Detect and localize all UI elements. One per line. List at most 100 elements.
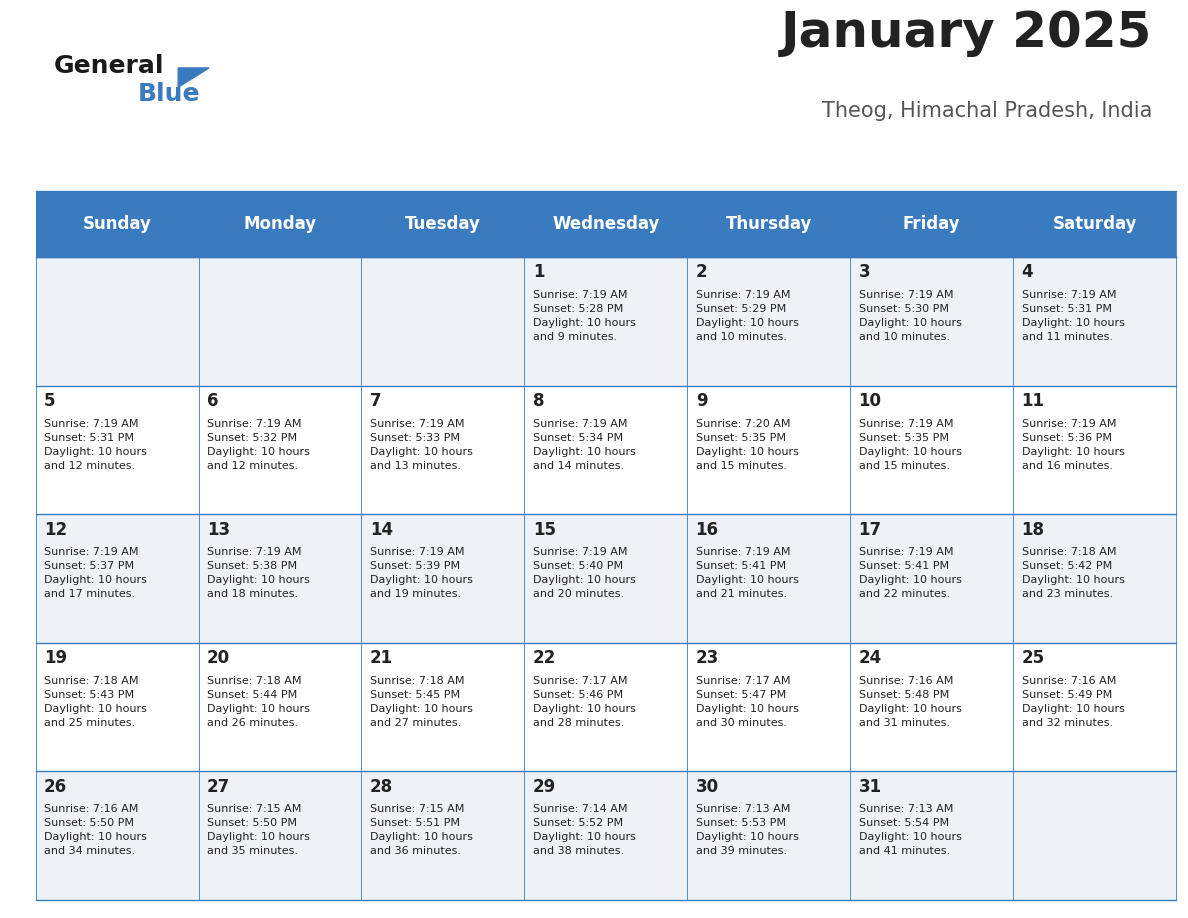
- Bar: [524, 191, 688, 257]
- Bar: [36, 514, 198, 643]
- Text: 1: 1: [532, 263, 544, 282]
- Text: Sunrise: 7:19 AM
Sunset: 5:40 PM
Daylight: 10 hours
and 20 minutes.: Sunrise: 7:19 AM Sunset: 5:40 PM Dayligh…: [532, 547, 636, 599]
- Text: Sunrise: 7:19 AM
Sunset: 5:31 PM
Daylight: 10 hours
and 11 minutes.: Sunrise: 7:19 AM Sunset: 5:31 PM Dayligh…: [1022, 290, 1124, 342]
- Text: 27: 27: [207, 778, 230, 796]
- Text: 26: 26: [44, 778, 67, 796]
- Text: Sunrise: 7:15 AM
Sunset: 5:51 PM
Daylight: 10 hours
and 36 minutes.: Sunrise: 7:15 AM Sunset: 5:51 PM Dayligh…: [369, 804, 473, 856]
- Text: 23: 23: [696, 649, 719, 667]
- Bar: [851, 771, 1013, 900]
- Bar: [851, 643, 1013, 771]
- Bar: [361, 771, 524, 900]
- Bar: [36, 257, 198, 386]
- Text: 19: 19: [44, 649, 67, 667]
- Bar: [851, 191, 1013, 257]
- Text: 31: 31: [859, 778, 881, 796]
- Text: 25: 25: [1022, 649, 1044, 667]
- Text: 6: 6: [207, 392, 219, 410]
- Bar: [851, 514, 1013, 643]
- Text: Sunrise: 7:16 AM
Sunset: 5:48 PM
Daylight: 10 hours
and 31 minutes.: Sunrise: 7:16 AM Sunset: 5:48 PM Dayligh…: [859, 676, 961, 728]
- Bar: [688, 514, 851, 643]
- Text: 13: 13: [207, 521, 230, 539]
- Text: 9: 9: [696, 392, 707, 410]
- Bar: [851, 386, 1013, 514]
- Text: 11: 11: [1022, 392, 1044, 410]
- Text: Sunrise: 7:19 AM
Sunset: 5:29 PM
Daylight: 10 hours
and 10 minutes.: Sunrise: 7:19 AM Sunset: 5:29 PM Dayligh…: [696, 290, 798, 342]
- Text: Sunrise: 7:19 AM
Sunset: 5:35 PM
Daylight: 10 hours
and 15 minutes.: Sunrise: 7:19 AM Sunset: 5:35 PM Dayligh…: [859, 419, 961, 471]
- Bar: [524, 514, 688, 643]
- Text: 14: 14: [369, 521, 393, 539]
- Bar: [524, 386, 688, 514]
- Text: 10: 10: [859, 392, 881, 410]
- Bar: [688, 191, 851, 257]
- Bar: [1013, 771, 1176, 900]
- Text: 5: 5: [44, 392, 56, 410]
- Text: 4: 4: [1022, 263, 1034, 282]
- Bar: [198, 191, 361, 257]
- Text: Sunrise: 7:19 AM
Sunset: 5:32 PM
Daylight: 10 hours
and 12 minutes.: Sunrise: 7:19 AM Sunset: 5:32 PM Dayligh…: [207, 419, 310, 471]
- Bar: [524, 771, 688, 900]
- Text: 28: 28: [369, 778, 393, 796]
- Text: 12: 12: [44, 521, 67, 539]
- Text: 24: 24: [859, 649, 881, 667]
- Text: Sunrise: 7:19 AM
Sunset: 5:37 PM
Daylight: 10 hours
and 17 minutes.: Sunrise: 7:19 AM Sunset: 5:37 PM Dayligh…: [44, 547, 147, 599]
- Bar: [524, 643, 688, 771]
- Bar: [36, 191, 198, 257]
- Text: Sunrise: 7:13 AM
Sunset: 5:54 PM
Daylight: 10 hours
and 41 minutes.: Sunrise: 7:13 AM Sunset: 5:54 PM Dayligh…: [859, 804, 961, 856]
- Text: Sunrise: 7:19 AM
Sunset: 5:31 PM
Daylight: 10 hours
and 12 minutes.: Sunrise: 7:19 AM Sunset: 5:31 PM Dayligh…: [44, 419, 147, 471]
- Bar: [361, 386, 524, 514]
- Text: Sunrise: 7:18 AM
Sunset: 5:43 PM
Daylight: 10 hours
and 25 minutes.: Sunrise: 7:18 AM Sunset: 5:43 PM Dayligh…: [44, 676, 147, 728]
- Text: 21: 21: [369, 649, 393, 667]
- Text: Sunrise: 7:19 AM
Sunset: 5:38 PM
Daylight: 10 hours
and 18 minutes.: Sunrise: 7:19 AM Sunset: 5:38 PM Dayligh…: [207, 547, 310, 599]
- Bar: [688, 643, 851, 771]
- Bar: [688, 257, 851, 386]
- Text: Tuesday: Tuesday: [405, 215, 481, 233]
- Bar: [198, 514, 361, 643]
- Text: Sunrise: 7:19 AM
Sunset: 5:30 PM
Daylight: 10 hours
and 10 minutes.: Sunrise: 7:19 AM Sunset: 5:30 PM Dayligh…: [859, 290, 961, 342]
- Text: Sunrise: 7:19 AM
Sunset: 5:33 PM
Daylight: 10 hours
and 13 minutes.: Sunrise: 7:19 AM Sunset: 5:33 PM Dayligh…: [369, 419, 473, 471]
- Text: Saturday: Saturday: [1053, 215, 1137, 233]
- Text: Sunrise: 7:17 AM
Sunset: 5:47 PM
Daylight: 10 hours
and 30 minutes.: Sunrise: 7:17 AM Sunset: 5:47 PM Dayligh…: [696, 676, 798, 728]
- Text: Sunrise: 7:18 AM
Sunset: 5:42 PM
Daylight: 10 hours
and 23 minutes.: Sunrise: 7:18 AM Sunset: 5:42 PM Dayligh…: [1022, 547, 1124, 599]
- Text: 7: 7: [369, 392, 381, 410]
- Text: 30: 30: [696, 778, 719, 796]
- Text: Sunrise: 7:18 AM
Sunset: 5:44 PM
Daylight: 10 hours
and 26 minutes.: Sunrise: 7:18 AM Sunset: 5:44 PM Dayligh…: [207, 676, 310, 728]
- Text: 3: 3: [859, 263, 870, 282]
- Bar: [198, 386, 361, 514]
- Bar: [361, 191, 524, 257]
- Text: 20: 20: [207, 649, 230, 667]
- Bar: [198, 643, 361, 771]
- Text: Sunrise: 7:19 AM
Sunset: 5:39 PM
Daylight: 10 hours
and 19 minutes.: Sunrise: 7:19 AM Sunset: 5:39 PM Dayligh…: [369, 547, 473, 599]
- Text: Sunrise: 7:16 AM
Sunset: 5:50 PM
Daylight: 10 hours
and 34 minutes.: Sunrise: 7:16 AM Sunset: 5:50 PM Dayligh…: [44, 804, 147, 856]
- Text: Sunrise: 7:20 AM
Sunset: 5:35 PM
Daylight: 10 hours
and 15 minutes.: Sunrise: 7:20 AM Sunset: 5:35 PM Dayligh…: [696, 419, 798, 471]
- Text: Sunrise: 7:18 AM
Sunset: 5:45 PM
Daylight: 10 hours
and 27 minutes.: Sunrise: 7:18 AM Sunset: 5:45 PM Dayligh…: [369, 676, 473, 728]
- Text: Sunrise: 7:16 AM
Sunset: 5:49 PM
Daylight: 10 hours
and 32 minutes.: Sunrise: 7:16 AM Sunset: 5:49 PM Dayligh…: [1022, 676, 1124, 728]
- Text: Monday: Monday: [244, 215, 316, 233]
- Bar: [851, 257, 1013, 386]
- Text: General: General: [53, 54, 164, 78]
- Text: 8: 8: [532, 392, 544, 410]
- Text: Sunrise: 7:15 AM
Sunset: 5:50 PM
Daylight: 10 hours
and 35 minutes.: Sunrise: 7:15 AM Sunset: 5:50 PM Dayligh…: [207, 804, 310, 856]
- Bar: [688, 386, 851, 514]
- Text: Sunrise: 7:19 AM
Sunset: 5:41 PM
Daylight: 10 hours
and 22 minutes.: Sunrise: 7:19 AM Sunset: 5:41 PM Dayligh…: [859, 547, 961, 599]
- Text: Sunrise: 7:17 AM
Sunset: 5:46 PM
Daylight: 10 hours
and 28 minutes.: Sunrise: 7:17 AM Sunset: 5:46 PM Dayligh…: [532, 676, 636, 728]
- Bar: [1013, 643, 1176, 771]
- Text: 2: 2: [696, 263, 707, 282]
- Bar: [688, 771, 851, 900]
- Bar: [361, 257, 524, 386]
- Text: January 2025: January 2025: [781, 9, 1152, 57]
- Bar: [36, 386, 198, 514]
- Text: 15: 15: [532, 521, 556, 539]
- Text: Sunrise: 7:19 AM
Sunset: 5:36 PM
Daylight: 10 hours
and 16 minutes.: Sunrise: 7:19 AM Sunset: 5:36 PM Dayligh…: [1022, 419, 1124, 471]
- Bar: [36, 643, 198, 771]
- Bar: [1013, 514, 1176, 643]
- Bar: [1013, 257, 1176, 386]
- Text: Theog, Himachal Pradesh, India: Theog, Himachal Pradesh, India: [822, 101, 1152, 121]
- Text: Friday: Friday: [903, 215, 961, 233]
- Text: 16: 16: [696, 521, 719, 539]
- Text: Sunrise: 7:19 AM
Sunset: 5:28 PM
Daylight: 10 hours
and 9 minutes.: Sunrise: 7:19 AM Sunset: 5:28 PM Dayligh…: [532, 290, 636, 342]
- Text: Blue: Blue: [138, 83, 201, 106]
- Bar: [198, 771, 361, 900]
- Text: 17: 17: [859, 521, 881, 539]
- Text: 22: 22: [532, 649, 556, 667]
- Text: Sunrise: 7:14 AM
Sunset: 5:52 PM
Daylight: 10 hours
and 38 minutes.: Sunrise: 7:14 AM Sunset: 5:52 PM Dayligh…: [532, 804, 636, 856]
